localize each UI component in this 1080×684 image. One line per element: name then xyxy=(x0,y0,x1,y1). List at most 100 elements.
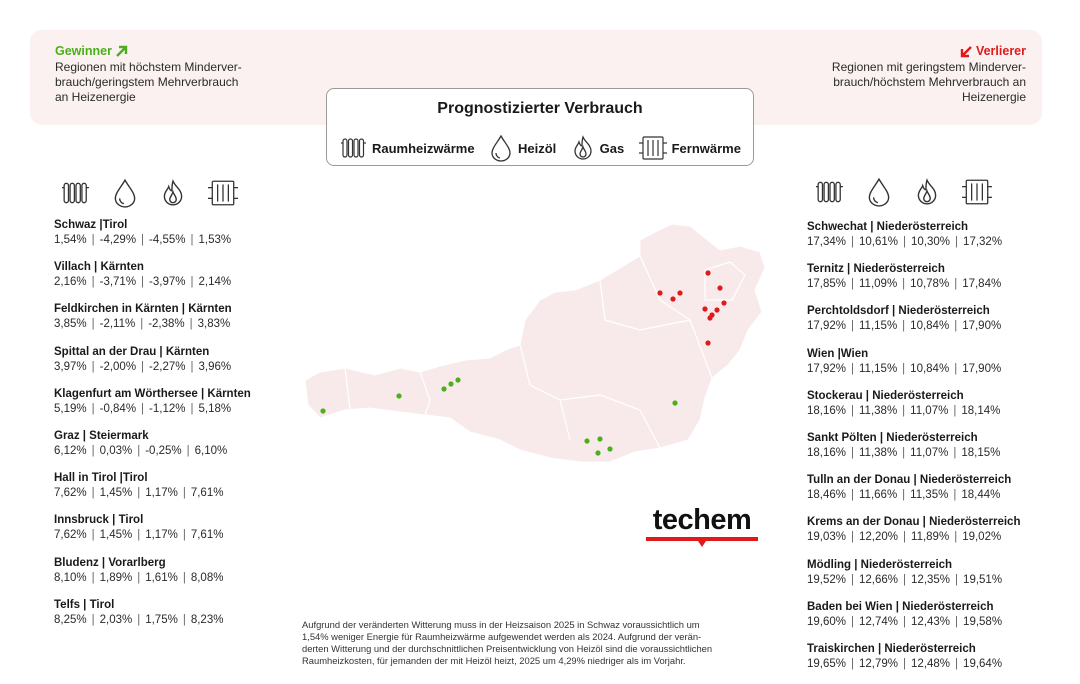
value: 12,66% xyxy=(859,573,899,586)
separator: | xyxy=(851,278,855,291)
region-values: 7,62% | 1,45% | 1,17% | 7,61% xyxy=(54,528,314,543)
separator: | xyxy=(955,573,959,586)
value: 10,61% xyxy=(859,236,899,248)
value: -2,38% xyxy=(148,318,185,331)
value: 17,85% xyxy=(807,278,847,291)
separator: | xyxy=(902,278,906,291)
region-values: 8,10% | 1,89% | 1,61% | 8,08% xyxy=(54,571,314,586)
value: 11,07% xyxy=(910,446,949,459)
value: 11,15% xyxy=(859,362,898,375)
value: 17,90% xyxy=(962,320,1002,333)
region-values: 17,92% | 11,15% | 10,84% | 17,90% xyxy=(807,362,1057,377)
value: 19,65% xyxy=(807,657,847,670)
region-name: Schwaz |Tirol xyxy=(54,219,128,231)
separator: | xyxy=(954,531,958,544)
value: 2,16% xyxy=(54,276,87,289)
loser-location-dot xyxy=(677,290,683,296)
separator: | xyxy=(140,318,144,331)
value: 6,12% xyxy=(54,444,87,457)
value: -0,25% xyxy=(145,444,182,457)
value: 6,10% xyxy=(194,444,228,457)
separator: | xyxy=(91,402,95,415)
district-heating-icon xyxy=(638,136,667,160)
winner-location-dot xyxy=(455,377,461,383)
oil-drop-icon xyxy=(491,134,511,162)
separator: | xyxy=(851,404,855,417)
value: 12,20% xyxy=(859,531,899,544)
list-item: Wien |Wien 17,92% | 11,15% | 10,84% | 17,90% xyxy=(807,347,1057,389)
value: 17,92% xyxy=(807,362,847,375)
region-values: 2,16% | -3,71% | -3,97% | 2,14% xyxy=(54,275,314,290)
value: 5,19% xyxy=(54,402,87,415)
separator: | xyxy=(903,657,907,670)
value: 2,03% xyxy=(99,613,133,626)
list-item: Schwaz |Tirol 1,54% | -4,29% | -4,55% | 1,53% xyxy=(54,218,314,260)
list-item: Klagenfurt am Wörthersee | Kärnten 5,19% |… xyxy=(54,387,314,429)
separator: | xyxy=(91,613,95,626)
region-values: 17,92% | 11,15% | 10,84% | 17,90% xyxy=(807,319,1057,334)
list-item: Innsbruck | Tirol 7,62% | 1,45% | 1,17% | 7,61% xyxy=(54,513,314,555)
value: 19,58% xyxy=(963,615,1003,628)
austria-map xyxy=(300,212,778,482)
legend-item-gas: Gas xyxy=(571,135,624,161)
value: 12,74% xyxy=(859,615,899,628)
loser-description: Regionen mit geringstem Minderver- brauc… xyxy=(831,60,1026,104)
separator: | xyxy=(182,613,186,626)
value: 17,32% xyxy=(963,236,1003,248)
value: 11,07% xyxy=(910,404,949,417)
separator: | xyxy=(954,320,958,333)
region-name: Stockerau | Niederösterreich xyxy=(807,389,964,402)
arrow-down-left-icon xyxy=(960,45,972,57)
separator: | xyxy=(190,234,194,246)
value: -4,55% xyxy=(149,234,186,246)
legend-item-raumheizwaerme: Raumheizwärme xyxy=(341,135,475,161)
value: 10,84% xyxy=(910,320,950,333)
separator: | xyxy=(953,489,957,502)
separator: | xyxy=(91,318,95,331)
value: 11,89% xyxy=(911,531,950,544)
value: 3,85% xyxy=(54,318,87,331)
region-values: 19,52% | 12,66% | 12,35% | 19,51% xyxy=(807,573,1057,588)
region-values: 19,03% | 12,20% | 11,89% | 19,02% xyxy=(807,530,1057,545)
value: 12,43% xyxy=(911,615,951,628)
legend-box: Prognostizierter Verbrauch Raumheizwärme… xyxy=(326,88,754,166)
list-item: Schwechat | Niederösterreich 17,34% | 10,61… xyxy=(807,220,1057,262)
value: 10,30% xyxy=(911,236,951,248)
region-name: Feldkirchen in Kärnten | Kärnten xyxy=(54,303,232,316)
separator: | xyxy=(851,573,855,586)
loser-location-dot xyxy=(717,285,723,291)
winners-list: Schwaz |Tirol 1,54% | -4,29% | -4,55% | 1,53% Vi… xyxy=(54,218,314,640)
region-values: 3,85% | -2,11% | -2,38% | 3,83% xyxy=(54,317,314,332)
value: -0,84% xyxy=(99,402,137,415)
loser-location-dot xyxy=(702,306,708,312)
region-values: 3,97% | -2,00% | -2,27% | 3,96% xyxy=(54,360,314,375)
value: -1,12% xyxy=(149,402,186,415)
region-name: Schwechat | Niederösterreich xyxy=(807,221,969,233)
value: 1,54% xyxy=(54,234,87,246)
winner-location-dot xyxy=(597,436,603,442)
list-item: Sankt Pölten | Niederösterreich 18,16% | 11… xyxy=(807,431,1057,473)
separator: | xyxy=(902,446,906,459)
value: 1,45% xyxy=(99,529,133,542)
region-name: Innsbruck | Tirol xyxy=(54,514,144,527)
region-values: 17,85% | 11,09% | 10,78% | 17,84% xyxy=(807,277,1057,292)
loser-header: Verlierer Regionen mit geringstem Minder… xyxy=(786,44,1026,105)
region-name: Klagenfurt am Wörthersee | Kärnten xyxy=(54,387,251,400)
value: 1,45% xyxy=(99,487,133,500)
value: 19,60% xyxy=(807,615,847,628)
value: -2,27% xyxy=(149,360,186,373)
list-item: Stockerau | Niederösterreich 18,16% | 11,38… xyxy=(807,389,1057,431)
region-name: Sankt Pölten | Niederösterreich xyxy=(807,431,978,444)
list-item: Perchtoldsdorf | Niederösterreich 17,92% |… xyxy=(807,304,1057,346)
region-name: Graz | Steiermark xyxy=(54,429,149,442)
loser-location-dot xyxy=(714,307,720,313)
separator: | xyxy=(851,320,855,333)
list-item: Villach | Kärnten 2,16% | -3,71% | -3,97% | 2,1… xyxy=(54,260,314,302)
separator: | xyxy=(955,657,959,670)
separator: | xyxy=(903,531,907,544)
separator: | xyxy=(902,320,906,333)
region-values: 1,54% | -4,29% | -4,55% | 1,53% xyxy=(54,233,314,248)
radiator-icon xyxy=(341,138,366,158)
list-item: Spittal an der Drau | Kärnten 3,97% | -2,00… xyxy=(54,345,314,387)
value: 1,89% xyxy=(99,571,133,584)
